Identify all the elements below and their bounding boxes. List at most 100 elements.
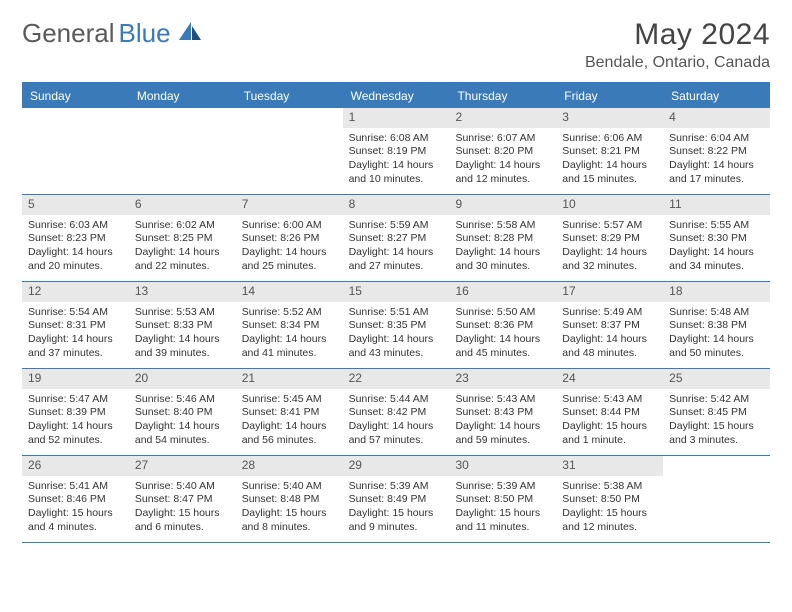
day-body: Sunrise: 5:39 AMSunset: 8:49 PMDaylight:…	[343, 478, 450, 539]
day-header: Friday	[556, 84, 663, 108]
day-sunrise: Sunrise: 5:59 AM	[349, 219, 444, 233]
day-body: Sunrise: 5:42 AMSunset: 8:45 PMDaylight:…	[663, 391, 770, 452]
day-day2: and 37 minutes.	[28, 347, 123, 361]
day-sunset: Sunset: 8:44 PM	[562, 406, 657, 420]
day-sunset: Sunset: 8:26 PM	[242, 232, 337, 246]
day-sunrise: Sunrise: 5:47 AM	[28, 393, 123, 407]
day-cell: 10Sunrise: 5:57 AMSunset: 8:29 PMDayligh…	[556, 195, 663, 281]
day-body: Sunrise: 5:46 AMSunset: 8:40 PMDaylight:…	[129, 391, 236, 452]
day-day2: and 20 minutes.	[28, 260, 123, 274]
day-day1: Daylight: 14 hours	[242, 333, 337, 347]
day-cell: 30Sunrise: 5:39 AMSunset: 8:50 PMDayligh…	[449, 456, 556, 542]
day-day1: Daylight: 14 hours	[28, 420, 123, 434]
day-sunset: Sunset: 8:23 PM	[28, 232, 123, 246]
day-day2: and 8 minutes.	[242, 521, 337, 535]
day-day1: Daylight: 14 hours	[562, 159, 657, 173]
day-body: Sunrise: 5:50 AMSunset: 8:36 PMDaylight:…	[449, 304, 556, 365]
day-body: Sunrise: 5:57 AMSunset: 8:29 PMDaylight:…	[556, 217, 663, 278]
day-day2: and 15 minutes.	[562, 173, 657, 187]
day-sunrise: Sunrise: 5:48 AM	[669, 306, 764, 320]
day-body: Sunrise: 6:08 AMSunset: 8:19 PMDaylight:…	[343, 130, 450, 191]
day-cell: 7Sunrise: 6:00 AMSunset: 8:26 PMDaylight…	[236, 195, 343, 281]
day-sunrise: Sunrise: 5:44 AM	[349, 393, 444, 407]
day-sunset: Sunset: 8:46 PM	[28, 493, 123, 507]
day-sunrise: Sunrise: 5:41 AM	[28, 480, 123, 494]
day-day2: and 59 minutes.	[455, 434, 550, 448]
day-sunset: Sunset: 8:34 PM	[242, 319, 337, 333]
day-sunset: Sunset: 8:28 PM	[455, 232, 550, 246]
day-sunrise: Sunrise: 5:52 AM	[242, 306, 337, 320]
day-sunset: Sunset: 8:29 PM	[562, 232, 657, 246]
day-day1: Daylight: 15 hours	[349, 507, 444, 521]
day-cell	[236, 108, 343, 194]
day-sunrise: Sunrise: 6:06 AM	[562, 132, 657, 146]
day-sunset: Sunset: 8:19 PM	[349, 145, 444, 159]
day-sunset: Sunset: 8:43 PM	[455, 406, 550, 420]
day-body: Sunrise: 6:03 AMSunset: 8:23 PMDaylight:…	[22, 217, 129, 278]
day-body: Sunrise: 5:55 AMSunset: 8:30 PMDaylight:…	[663, 217, 770, 278]
day-day1: Daylight: 15 hours	[28, 507, 123, 521]
day-day2: and 11 minutes.	[455, 521, 550, 535]
day-day1: Daylight: 14 hours	[562, 333, 657, 347]
day-day2: and 12 minutes.	[455, 173, 550, 187]
day-number: 24	[556, 369, 663, 389]
day-body: Sunrise: 6:04 AMSunset: 8:22 PMDaylight:…	[663, 130, 770, 191]
sail-icon	[177, 18, 203, 49]
day-day2: and 25 minutes.	[242, 260, 337, 274]
day-header: Saturday	[663, 84, 770, 108]
day-cell: 24Sunrise: 5:43 AMSunset: 8:44 PMDayligh…	[556, 369, 663, 455]
day-day2: and 45 minutes.	[455, 347, 550, 361]
day-cell: 8Sunrise: 5:59 AMSunset: 8:27 PMDaylight…	[343, 195, 450, 281]
day-header: Thursday	[449, 84, 556, 108]
day-day1: Daylight: 14 hours	[455, 420, 550, 434]
day-body: Sunrise: 5:44 AMSunset: 8:42 PMDaylight:…	[343, 391, 450, 452]
day-body: Sunrise: 6:07 AMSunset: 8:20 PMDaylight:…	[449, 130, 556, 191]
day-sunrise: Sunrise: 5:40 AM	[242, 480, 337, 494]
day-cell: 6Sunrise: 6:02 AMSunset: 8:25 PMDaylight…	[129, 195, 236, 281]
day-cell: 29Sunrise: 5:39 AMSunset: 8:49 PMDayligh…	[343, 456, 450, 542]
day-body: Sunrise: 6:06 AMSunset: 8:21 PMDaylight:…	[556, 130, 663, 191]
title-block: May 2024 Bendale, Ontario, Canada	[585, 18, 770, 72]
day-sunrise: Sunrise: 5:57 AM	[562, 219, 657, 233]
brand-part1: General	[22, 18, 115, 49]
day-day1: Daylight: 15 hours	[562, 420, 657, 434]
day-cell: 9Sunrise: 5:58 AMSunset: 8:28 PMDaylight…	[449, 195, 556, 281]
day-body: Sunrise: 5:49 AMSunset: 8:37 PMDaylight:…	[556, 304, 663, 365]
day-day2: and 9 minutes.	[349, 521, 444, 535]
day-sunset: Sunset: 8:39 PM	[28, 406, 123, 420]
day-day2: and 17 minutes.	[669, 173, 764, 187]
week-row: 19Sunrise: 5:47 AMSunset: 8:39 PMDayligh…	[22, 369, 770, 456]
day-sunset: Sunset: 8:45 PM	[669, 406, 764, 420]
day-sunrise: Sunrise: 5:49 AM	[562, 306, 657, 320]
day-cell: 15Sunrise: 5:51 AMSunset: 8:35 PMDayligh…	[343, 282, 450, 368]
day-sunrise: Sunrise: 6:03 AM	[28, 219, 123, 233]
day-day1: Daylight: 14 hours	[669, 159, 764, 173]
day-day2: and 54 minutes.	[135, 434, 230, 448]
calendar: Sunday Monday Tuesday Wednesday Thursday…	[22, 82, 770, 543]
day-cell: 14Sunrise: 5:52 AMSunset: 8:34 PMDayligh…	[236, 282, 343, 368]
day-body: Sunrise: 5:39 AMSunset: 8:50 PMDaylight:…	[449, 478, 556, 539]
day-body: Sunrise: 5:48 AMSunset: 8:38 PMDaylight:…	[663, 304, 770, 365]
day-day1: Daylight: 14 hours	[135, 420, 230, 434]
day-number: 29	[343, 456, 450, 476]
day-day2: and 12 minutes.	[562, 521, 657, 535]
day-number: 25	[663, 369, 770, 389]
day-sunset: Sunset: 8:42 PM	[349, 406, 444, 420]
day-body: Sunrise: 5:54 AMSunset: 8:31 PMDaylight:…	[22, 304, 129, 365]
day-sunset: Sunset: 8:48 PM	[242, 493, 337, 507]
day-day1: Daylight: 15 hours	[455, 507, 550, 521]
day-cell: 26Sunrise: 5:41 AMSunset: 8:46 PMDayligh…	[22, 456, 129, 542]
day-number: 30	[449, 456, 556, 476]
brand-part2: Blue	[119, 18, 171, 49]
day-number: 4	[663, 108, 770, 128]
day-sunrise: Sunrise: 6:08 AM	[349, 132, 444, 146]
day-day1: Daylight: 14 hours	[349, 246, 444, 260]
day-day1: Daylight: 14 hours	[28, 246, 123, 260]
day-sunset: Sunset: 8:25 PM	[135, 232, 230, 246]
day-day1: Daylight: 14 hours	[669, 333, 764, 347]
day-day1: Daylight: 14 hours	[455, 333, 550, 347]
day-cell: 28Sunrise: 5:40 AMSunset: 8:48 PMDayligh…	[236, 456, 343, 542]
day-day2: and 1 minute.	[562, 434, 657, 448]
day-body: Sunrise: 5:38 AMSunset: 8:50 PMDaylight:…	[556, 478, 663, 539]
day-sunrise: Sunrise: 5:43 AM	[455, 393, 550, 407]
